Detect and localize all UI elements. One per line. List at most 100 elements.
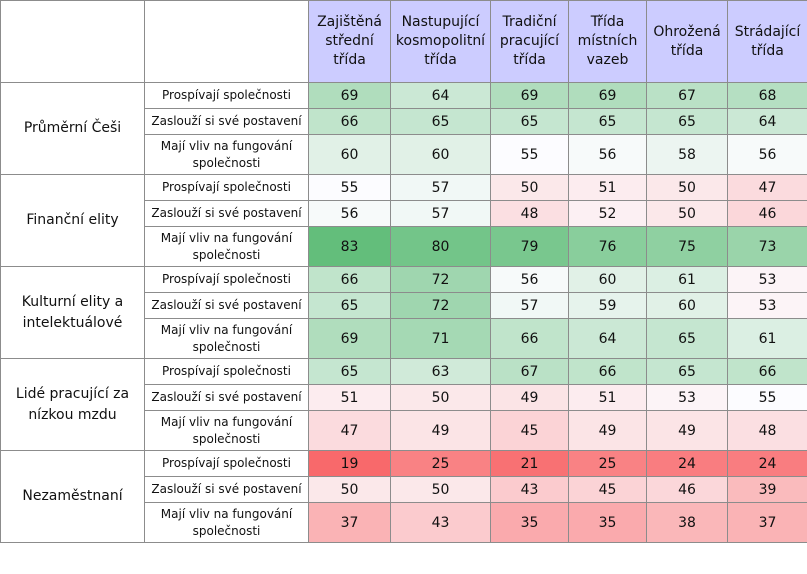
table-row: Zaslouží si své postavení 50 50 43 45 46 39	[1, 476, 807, 503]
value-cell: 64	[727, 108, 807, 135]
value-cell: 55	[308, 174, 391, 201]
value-cell: 69	[490, 82, 569, 109]
value-cell: 46	[646, 476, 728, 503]
value-cell: 71	[390, 318, 491, 359]
value-cell: 50	[390, 476, 491, 503]
metric-label: Mají vliv na fungování společnosti	[144, 134, 309, 175]
metric-label: Zaslouží si své postavení	[144, 108, 309, 135]
value-cell: 61	[646, 266, 728, 293]
value-cell: 24	[727, 450, 807, 477]
value-cell: 63	[390, 358, 491, 385]
group-label: Nezaměstnaní	[0, 450, 145, 543]
value-cell: 53	[727, 266, 807, 293]
table-row: Zaslouží si své postavení 56 57 48 52 50 46	[1, 200, 807, 227]
value-cell: 51	[568, 384, 647, 411]
value-cell: 65	[390, 108, 491, 135]
value-cell: 66	[490, 318, 569, 359]
value-cell: 56	[568, 134, 647, 175]
column-header: Ohrožená třída	[646, 0, 728, 83]
value-cell: 57	[490, 292, 569, 319]
value-cell: 48	[727, 410, 807, 451]
value-cell: 53	[727, 292, 807, 319]
value-cell: 72	[390, 266, 491, 293]
value-cell: 49	[390, 410, 491, 451]
value-cell: 49	[490, 384, 569, 411]
corner-cell-group	[0, 0, 145, 83]
value-cell: 65	[646, 108, 728, 135]
value-cell: 25	[568, 450, 647, 477]
value-cell: 65	[646, 358, 728, 385]
table-row: Zaslouží si své postavení 65 72 57 59 60 53	[1, 292, 807, 319]
value-cell: 19	[308, 450, 391, 477]
metric-label: Prospívají společnosti	[144, 266, 309, 293]
value-cell: 59	[568, 292, 647, 319]
value-cell: 65	[568, 108, 647, 135]
value-cell: 79	[490, 226, 569, 267]
value-cell: 65	[308, 292, 391, 319]
column-header: Tradiční pracující třída	[490, 0, 569, 83]
value-cell: 60	[568, 266, 647, 293]
value-cell: 37	[308, 502, 391, 543]
column-header: Nastupující kosmopolitní třída	[390, 0, 491, 83]
value-cell: 61	[727, 318, 807, 359]
metric-label: Zaslouží si své postavení	[144, 384, 309, 411]
value-cell: 66	[727, 358, 807, 385]
table-row: Finanční elity Prospívají společnosti 55 57…	[0, 174, 807, 267]
value-cell: 66	[308, 108, 391, 135]
table-row: Zaslouží si své postavení 66 65 65 65 65 64	[1, 108, 807, 135]
value-cell: 68	[727, 82, 807, 109]
value-cell: 35	[490, 502, 569, 543]
value-cell: 46	[727, 200, 807, 227]
metric-label: Zaslouží si své postavení	[144, 292, 309, 319]
value-cell: 76	[568, 226, 647, 267]
metric-label: Mají vliv na fungování společnosti	[144, 318, 309, 359]
value-cell: 45	[568, 476, 647, 503]
value-cell: 60	[308, 134, 391, 175]
metric-label: Mají vliv na fungování společnosti	[144, 226, 309, 267]
value-cell: 75	[646, 226, 728, 267]
value-cell: 72	[390, 292, 491, 319]
value-cell: 60	[646, 292, 728, 319]
value-cell: 43	[390, 502, 491, 543]
value-cell: 73	[727, 226, 807, 267]
value-cell: 67	[646, 82, 728, 109]
corner-cell-metric	[144, 0, 309, 83]
value-cell: 57	[390, 200, 491, 227]
value-cell: 80	[390, 226, 491, 267]
metric-label: Mají vliv na fungování společnosti	[144, 410, 309, 451]
value-cell: 67	[490, 358, 569, 385]
table-row: Mají vliv na fungování společnosti 47 49 45…	[1, 410, 807, 451]
table-row: Kulturní elity a intelektuálové Prospívaj…	[0, 266, 807, 359]
heatmap-body: Průměrní Češi Prospívají společnosti 69 64 6…	[0, 82, 807, 543]
value-cell: 51	[568, 174, 647, 201]
column-header: Zajištěná střední třída	[308, 0, 391, 83]
value-cell: 55	[490, 134, 569, 175]
header-row: Zajištěná střední třída Nastupující kosm…	[0, 0, 807, 83]
value-cell: 69	[568, 82, 647, 109]
value-cell: 50	[390, 384, 491, 411]
value-cell: 50	[308, 476, 391, 503]
value-cell: 55	[727, 384, 807, 411]
value-cell: 47	[727, 174, 807, 201]
value-cell: 66	[308, 266, 391, 293]
value-cell: 64	[390, 82, 491, 109]
table-row: Lidé pracující za nízkou mzdu Prospívají …	[0, 358, 807, 451]
value-cell: 45	[490, 410, 569, 451]
value-cell: 50	[646, 174, 728, 201]
value-cell: 21	[490, 450, 569, 477]
heatmap-table: Zajištěná střední třída Nastupující kosm…	[0, 0, 807, 543]
value-cell: 58	[646, 134, 728, 175]
value-cell: 65	[308, 358, 391, 385]
value-cell: 65	[646, 318, 728, 359]
value-cell: 47	[308, 410, 391, 451]
group-label: Finanční elity	[0, 174, 145, 267]
table-row: Mají vliv na fungování společnosti 60 60 55…	[1, 134, 807, 175]
group-label: Kulturní elity a intelektuálové	[0, 266, 145, 359]
column-header: Třída místních vazeb	[568, 0, 647, 83]
value-cell: 38	[646, 502, 728, 543]
value-cell: 51	[308, 384, 391, 411]
value-cell: 65	[490, 108, 569, 135]
group-label: Lidé pracující za nízkou mzdu	[0, 358, 145, 451]
value-cell: 66	[568, 358, 647, 385]
table-row: Nezaměstnaní Prospívají společnosti 19 25 21…	[0, 450, 807, 543]
